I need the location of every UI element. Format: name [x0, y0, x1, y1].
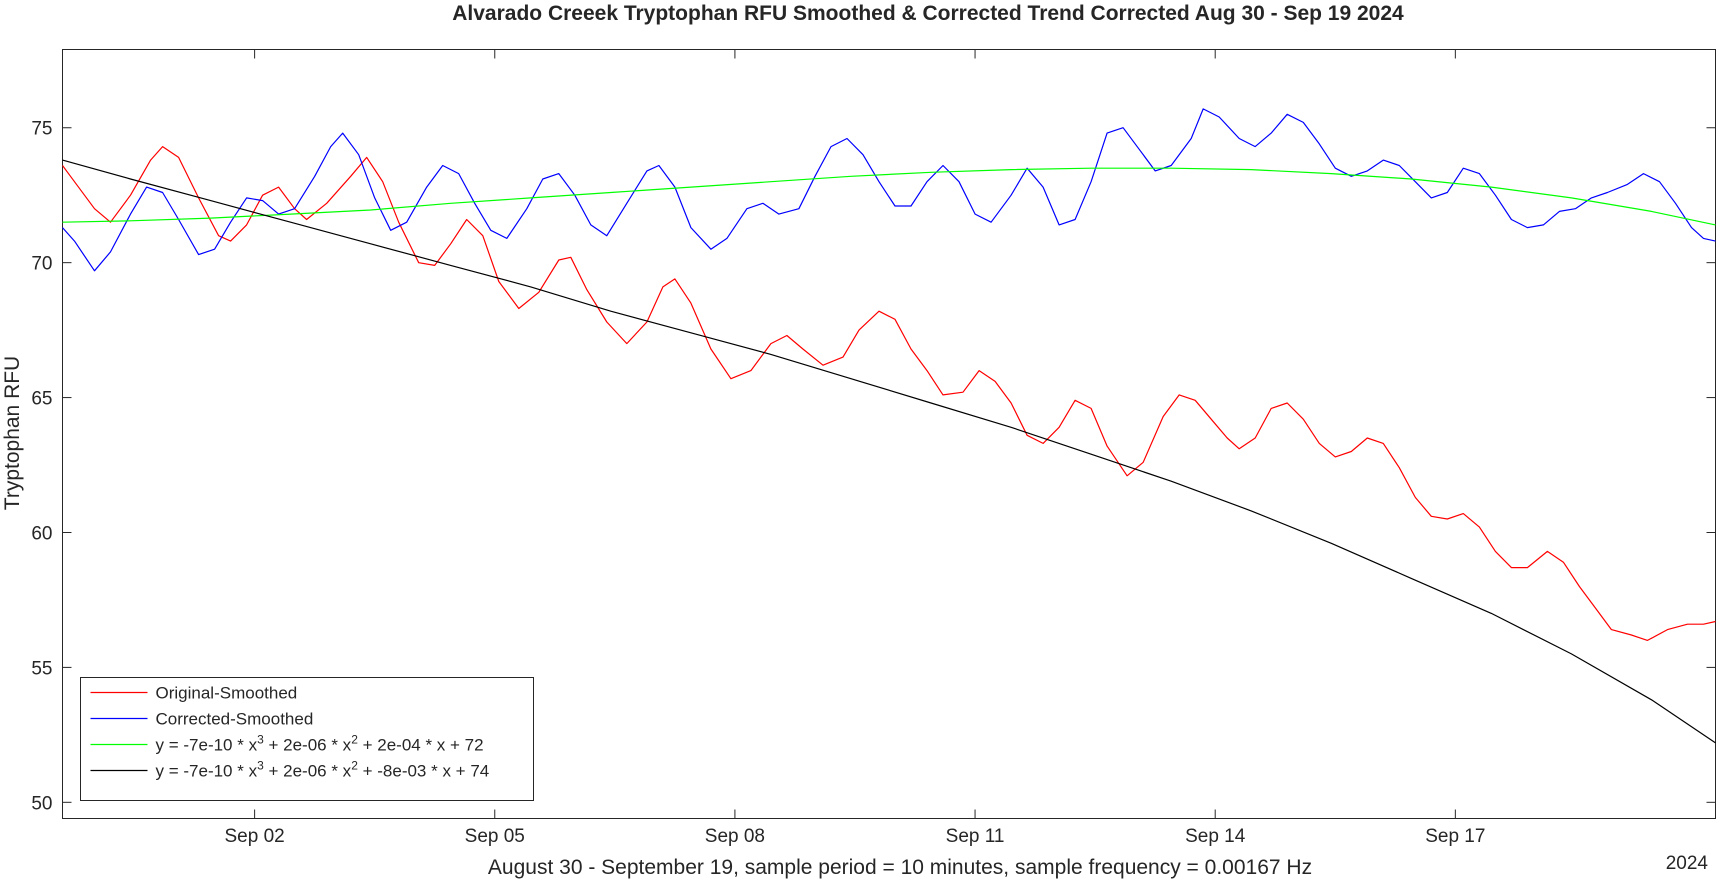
y-axis-label: Tryptophan RFU: [1, 356, 24, 510]
series-line-1: [62, 146, 1716, 641]
x-axis-year-label: 2024: [1666, 853, 1709, 874]
series-layer: [62, 108, 1716, 744]
y-tick-label: 75: [31, 119, 52, 140]
legend-entry-3: y = -7e-10 * x3 + 2e-06 * x2 + 2e-04 * x…: [156, 733, 484, 755]
y-tick-label: 60: [31, 523, 52, 544]
x-tick-label: Sep 14: [1185, 826, 1246, 847]
y-tick-label: 65: [31, 389, 52, 410]
legend-entry-1: Original-Smoothed: [156, 684, 298, 703]
series-line-2: [62, 108, 1716, 272]
x-tick-label: Sep 02: [224, 826, 284, 847]
x-axis: Sep 02 Sep 05 Sep 08 Sep 11 Sep 14 Sep 17: [224, 49, 1485, 847]
legend: Original-Smoothed Corrected-Smoothed y = -…: [80, 677, 534, 801]
x-tick-label: Sep 08: [705, 826, 765, 847]
y-tick-label: 70: [31, 254, 52, 275]
legend-entry-4: y = -7e-10 * x3 + 2e-06 * x2 + -8e-03 * …: [156, 759, 490, 781]
x-tick-label: Sep 11: [946, 826, 1005, 847]
series-line-3: [62, 167, 1716, 226]
y-tick-label: 50: [31, 793, 52, 814]
legend-entry-2: Corrected-Smoothed: [156, 710, 314, 729]
legend-box: [80, 677, 534, 801]
series-line-4: [62, 159, 1716, 744]
y-axis: 50 55 60 65 70 75: [31, 119, 1716, 814]
x-tick-label: Sep 17: [1425, 826, 1485, 847]
chart-title: Alvarado Creeek Tryptophan RFU Smoothed …: [452, 2, 1404, 25]
x-axis-label: August 30 - September 19, sample period …: [488, 856, 1312, 879]
x-tick-label: Sep 05: [465, 826, 525, 847]
y-tick-label: 55: [31, 658, 52, 679]
